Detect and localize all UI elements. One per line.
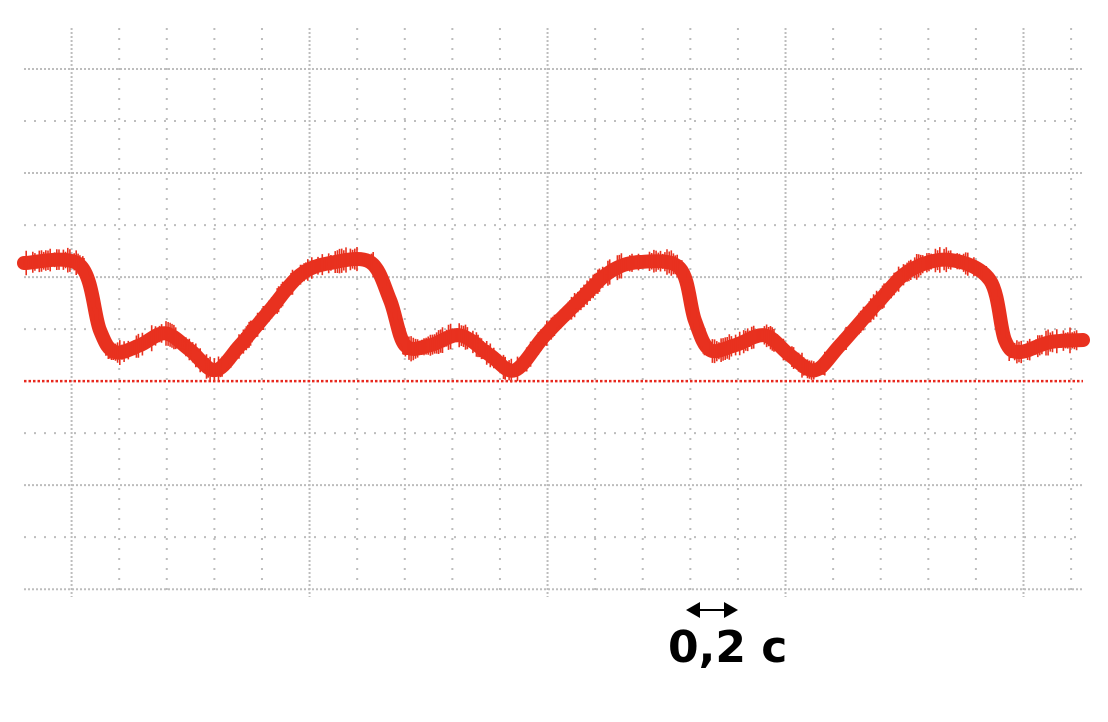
arrow-left-icon: [686, 602, 700, 618]
signal-trace: [17, 247, 1090, 383]
signal-line: [17, 252, 1090, 378]
arrow-right-icon: [724, 602, 738, 618]
grid: [24, 28, 1083, 597]
scale-bar-label: 0,2 c: [668, 622, 788, 673]
signal-noise: [23, 247, 1082, 383]
scale-bar-arrow-icon: [686, 602, 738, 618]
